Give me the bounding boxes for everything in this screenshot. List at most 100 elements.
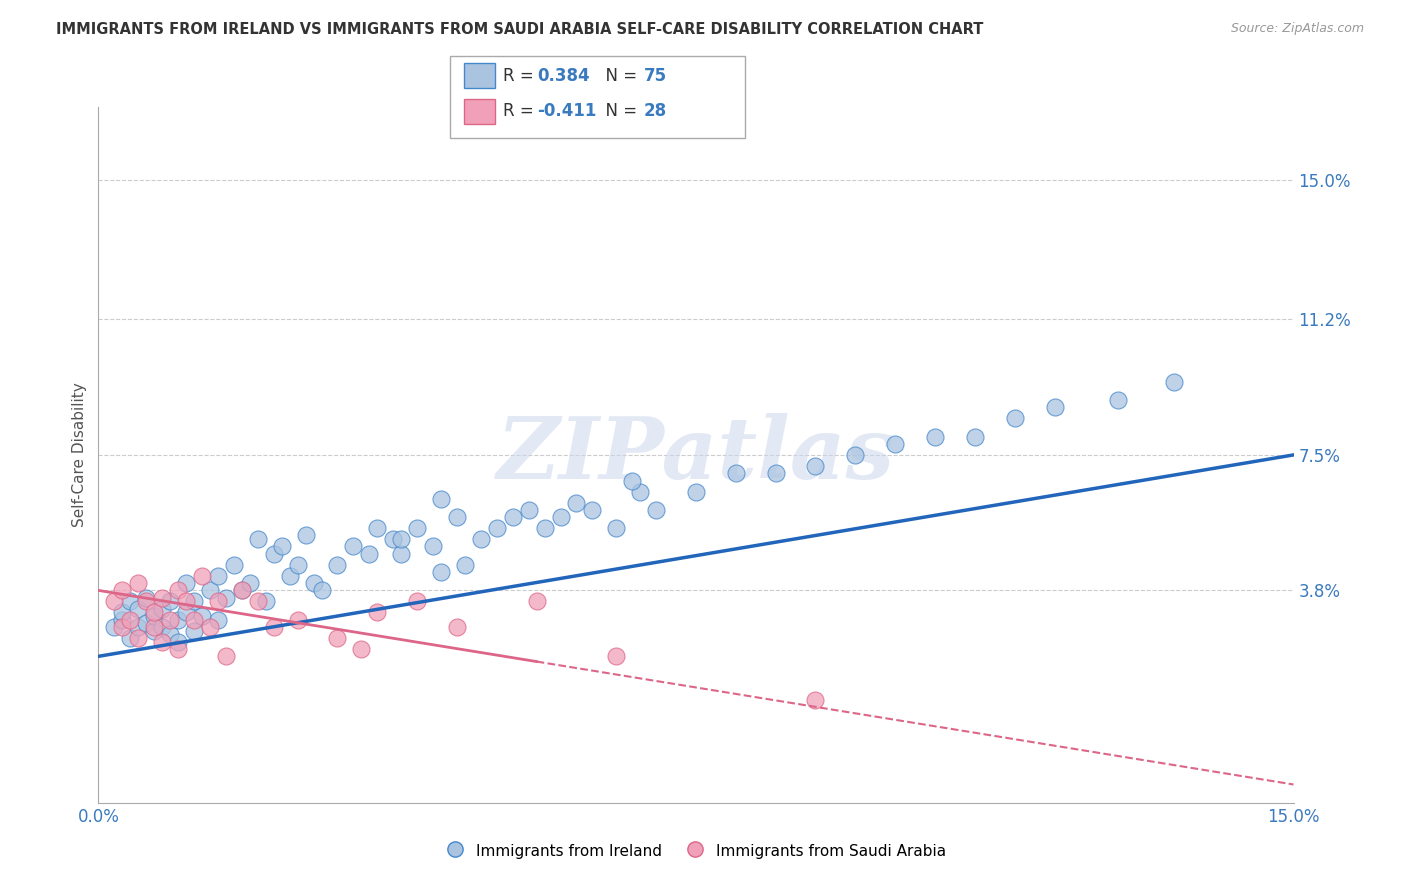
Point bbox=[287, 558, 309, 572]
Point bbox=[526, 594, 548, 608]
Point bbox=[884, 437, 907, 451]
Point bbox=[150, 634, 173, 648]
Point bbox=[645, 503, 668, 517]
Point bbox=[724, 467, 747, 481]
Point bbox=[150, 620, 173, 634]
Point bbox=[963, 429, 986, 443]
Point bbox=[174, 606, 197, 620]
Point bbox=[174, 576, 197, 591]
Point bbox=[167, 583, 190, 598]
Point bbox=[389, 547, 412, 561]
Point bbox=[150, 601, 173, 615]
Point bbox=[103, 594, 125, 608]
Point bbox=[605, 521, 627, 535]
Point bbox=[804, 693, 827, 707]
Point bbox=[191, 568, 214, 582]
Point bbox=[628, 484, 651, 499]
Point bbox=[207, 613, 229, 627]
Point bbox=[359, 547, 381, 561]
Text: 75: 75 bbox=[644, 67, 666, 85]
Point bbox=[270, 540, 292, 554]
Point bbox=[239, 576, 262, 591]
Point bbox=[183, 613, 205, 627]
Point bbox=[111, 606, 134, 620]
Point bbox=[143, 624, 166, 638]
Text: 0.384: 0.384 bbox=[537, 67, 589, 85]
Point bbox=[406, 594, 429, 608]
Point bbox=[454, 558, 477, 572]
Point bbox=[366, 521, 388, 535]
Point bbox=[143, 620, 166, 634]
Point bbox=[804, 458, 827, 473]
Text: Source: ZipAtlas.com: Source: ZipAtlas.com bbox=[1230, 22, 1364, 36]
Point bbox=[174, 594, 197, 608]
Point bbox=[135, 616, 157, 631]
Point bbox=[167, 634, 190, 648]
Point bbox=[924, 429, 946, 443]
Point bbox=[143, 609, 166, 624]
Point bbox=[1107, 392, 1129, 407]
Point bbox=[159, 594, 181, 608]
Point bbox=[159, 627, 181, 641]
Point bbox=[127, 601, 149, 615]
Point bbox=[366, 606, 388, 620]
Text: N =: N = bbox=[595, 103, 643, 120]
Point bbox=[127, 620, 149, 634]
Point bbox=[246, 532, 269, 546]
Point bbox=[103, 620, 125, 634]
Text: R =: R = bbox=[503, 103, 540, 120]
Point bbox=[605, 649, 627, 664]
Point bbox=[581, 503, 603, 517]
Point bbox=[111, 613, 134, 627]
Point bbox=[1163, 375, 1185, 389]
Point bbox=[120, 631, 142, 645]
Point bbox=[430, 565, 453, 579]
Point bbox=[685, 484, 707, 499]
Point bbox=[263, 547, 285, 561]
Point bbox=[430, 491, 453, 506]
Text: -0.411: -0.411 bbox=[537, 103, 596, 120]
Point bbox=[550, 510, 572, 524]
Text: R =: R = bbox=[503, 67, 540, 85]
Point bbox=[135, 594, 157, 608]
Point bbox=[167, 613, 190, 627]
Point bbox=[150, 591, 173, 605]
Point bbox=[470, 532, 492, 546]
Point bbox=[135, 591, 157, 605]
Point bbox=[1043, 401, 1066, 415]
Point bbox=[446, 620, 468, 634]
Point bbox=[326, 558, 349, 572]
Y-axis label: Self-Care Disability: Self-Care Disability bbox=[72, 383, 87, 527]
Point bbox=[198, 620, 221, 634]
Point bbox=[565, 495, 588, 509]
Point bbox=[422, 540, 444, 554]
Point bbox=[621, 474, 644, 488]
Point bbox=[287, 613, 309, 627]
Point bbox=[167, 642, 190, 657]
Point bbox=[127, 576, 149, 591]
Text: IMMIGRANTS FROM IRELAND VS IMMIGRANTS FROM SAUDI ARABIA SELF-CARE DISABILITY COR: IMMIGRANTS FROM IRELAND VS IMMIGRANTS FR… bbox=[56, 22, 984, 37]
Point bbox=[222, 558, 245, 572]
Point bbox=[1004, 411, 1026, 425]
Point bbox=[143, 606, 166, 620]
Point bbox=[326, 631, 349, 645]
Point bbox=[278, 568, 301, 582]
Point bbox=[311, 583, 333, 598]
Point bbox=[254, 594, 277, 608]
Text: 28: 28 bbox=[644, 103, 666, 120]
Legend: Immigrants from Ireland, Immigrants from Saudi Arabia: Immigrants from Ireland, Immigrants from… bbox=[440, 837, 952, 864]
Point bbox=[231, 583, 253, 598]
Point bbox=[517, 503, 540, 517]
Point bbox=[302, 576, 325, 591]
Point bbox=[844, 448, 866, 462]
Point bbox=[215, 649, 238, 664]
Point bbox=[502, 510, 524, 524]
Point bbox=[120, 594, 142, 608]
Point bbox=[111, 620, 134, 634]
Point bbox=[246, 594, 269, 608]
Point bbox=[485, 521, 508, 535]
Point bbox=[533, 521, 555, 535]
Point bbox=[207, 568, 229, 582]
Text: N =: N = bbox=[595, 67, 643, 85]
Point bbox=[159, 613, 181, 627]
